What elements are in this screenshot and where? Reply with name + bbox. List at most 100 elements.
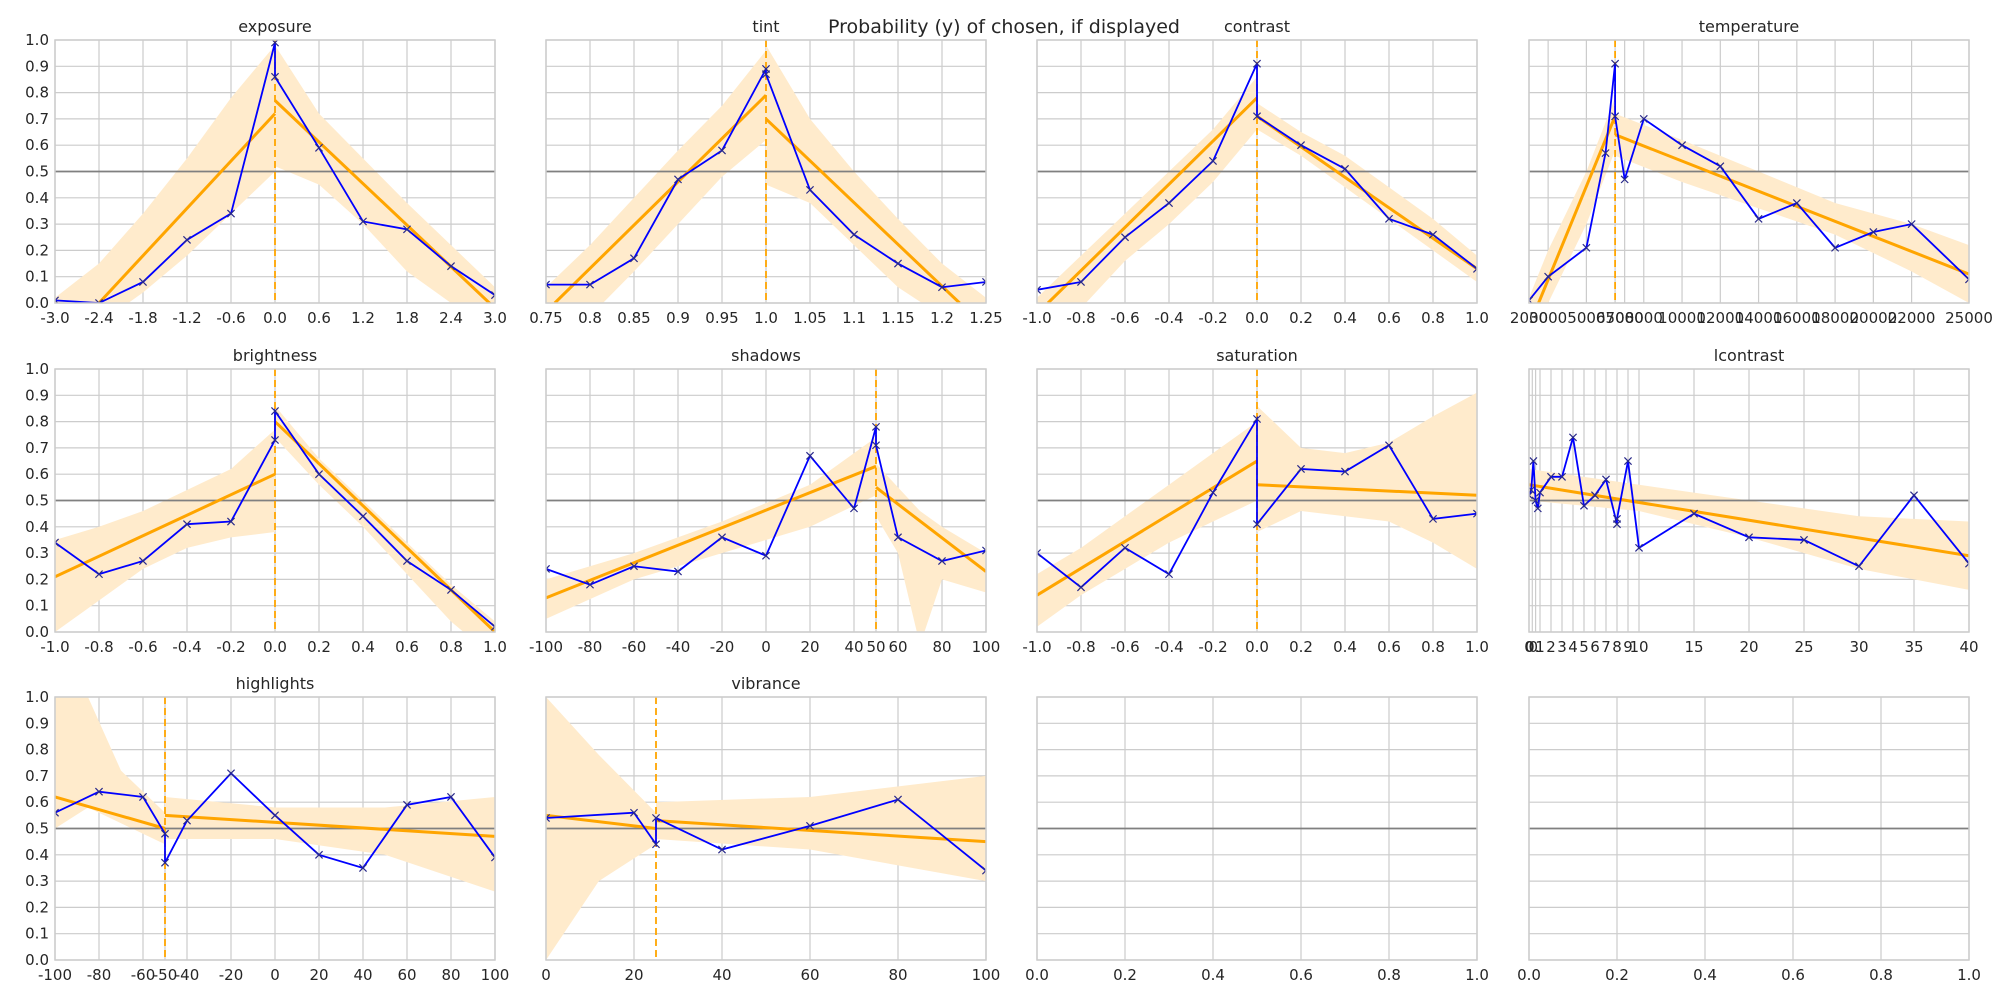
- data-point: [805, 185, 815, 194]
- data-point: [358, 217, 368, 226]
- x-tick-label: 7: [1601, 638, 1611, 656]
- x-tick-label: 0.: [1525, 638, 1539, 656]
- data-point: [1601, 149, 1610, 158]
- x-tick-label: -0.6: [128, 638, 157, 656]
- x-tick-label: 100: [972, 638, 1001, 656]
- subplot-title: vibrance: [731, 674, 800, 693]
- x-tick-label: 12000: [1696, 309, 1744, 327]
- subplot-title: brightness: [233, 346, 317, 365]
- x-tick-label: 0: [1524, 638, 1534, 656]
- data-point: [226, 209, 236, 218]
- data-point: [55, 538, 60, 547]
- x-tick-label: -0.4: [172, 638, 201, 656]
- confidence-band: [546, 50, 766, 303]
- y-tick-label: 0.5: [25, 820, 49, 838]
- x-tick-label: 0.8: [439, 638, 463, 656]
- x-tick-label: 25000: [1945, 309, 1993, 327]
- subplot-title: saturation: [1216, 346, 1298, 365]
- data-point: [1428, 514, 1438, 523]
- x-tick-label: 15: [1684, 638, 1703, 656]
- data-line: [1529, 437, 1969, 568]
- x-tick-label: 9: [1623, 638, 1633, 656]
- x-tick-label: 0.2: [1289, 638, 1313, 656]
- data-point: [1964, 559, 1969, 568]
- data-point: [270, 407, 280, 416]
- data-point: [358, 863, 368, 872]
- x-tick-label: 30: [1849, 638, 1868, 656]
- x-tick-label: 8: [1612, 638, 1622, 656]
- data-point: [1601, 475, 1611, 484]
- data-point: [585, 580, 595, 589]
- data-point: [1120, 543, 1130, 552]
- confidence-band: [1529, 97, 1616, 303]
- data-point: [1164, 199, 1174, 208]
- x-tick-label: 10: [1629, 638, 1648, 656]
- data-point: [446, 585, 456, 594]
- confidence-band: [1257, 392, 1477, 569]
- plot-area: [55, 697, 495, 960]
- data-point: [1384, 441, 1394, 450]
- data-point: [1076, 583, 1086, 592]
- x-tick-label: 35: [1904, 638, 1923, 656]
- data-line: [1037, 63, 1477, 291]
- data-point: [270, 811, 280, 820]
- x-tick-label: 0.4: [1201, 966, 1225, 984]
- plot-area: [1037, 40, 1477, 303]
- x-tick-label: 1.15: [881, 309, 914, 327]
- x-tick-label: 0.2: [1605, 966, 1629, 984]
- data-point: [358, 512, 368, 521]
- data-line: [546, 798, 986, 872]
- plot-area: [55, 369, 495, 632]
- x-tick-label: 3.0: [483, 309, 507, 327]
- y-tick-label: 0.9: [25, 57, 49, 75]
- data-point: [1754, 214, 1763, 223]
- confidence-band: [275, 405, 495, 632]
- data-point: [1634, 543, 1644, 552]
- fit-line: [55, 795, 166, 830]
- data-point: [546, 564, 551, 573]
- data-line: [55, 408, 495, 628]
- x-tick-label: -0.2: [1198, 638, 1227, 656]
- x-tick-label: 0.8: [1869, 966, 1893, 984]
- axes-frame: [1528, 39, 1970, 304]
- axes-frame: [54, 368, 496, 633]
- subplot-title: highlights: [236, 674, 315, 693]
- x-tick-label: -0.4: [1154, 638, 1183, 656]
- subplot-tint: 0.75 0.8 0.85 0.9 0.95 1.0 1.05 1.1 1.15 1.2 1.25 t…: [529, 17, 1002, 327]
- subplot-grid: -3.0 -2.4 -1.8 -1.2 -0.6 0.0 0.6 1.2 1.8 2.4 3.00.…: [25, 17, 1993, 984]
- x-tick-label: -50: [153, 966, 178, 984]
- data-point: [651, 813, 661, 823]
- data-point: [402, 556, 412, 566]
- x-tick-label: -1.8: [128, 309, 157, 327]
- data-point: [937, 556, 947, 566]
- plot-area: [1529, 40, 1969, 303]
- x-tick-label: 1.0: [754, 309, 778, 327]
- data-point: [1744, 533, 1754, 542]
- x-tick-label: -1.0: [1022, 309, 1051, 327]
- fit-line: [655, 819, 986, 844]
- y-tick-label: 0.9: [25, 386, 49, 404]
- fit-line: [1046, 96, 1259, 303]
- data-point: [871, 441, 881, 450]
- subplot-title: lcontrast: [1714, 346, 1784, 365]
- fit-line: [97, 112, 277, 303]
- data-point: [1208, 488, 1218, 497]
- x-tick-label: 0.0: [1517, 966, 1541, 984]
- data-point: [1620, 175, 1629, 184]
- plot-area: [546, 697, 986, 960]
- subplot-vibrance: 0 20 40 60 80 100 vibrance: [541, 674, 1000, 984]
- x-tick-label: 0.4: [351, 638, 375, 656]
- x-tick-label: 8000: [1625, 309, 1663, 327]
- data-point: [1533, 504, 1542, 513]
- y-tick-label: 0.8: [25, 741, 49, 759]
- x-tick-label: 0.: [1528, 638, 1542, 656]
- x-tick-label: 60: [888, 638, 907, 656]
- x-tick-label: 3: [1557, 638, 1567, 656]
- confidence-band: [55, 45, 275, 303]
- x-tick-label: 0.8: [1421, 638, 1445, 656]
- x-tick-label: 7000: [1606, 309, 1644, 327]
- data-point: [1639, 114, 1648, 123]
- confidence-band: [1529, 468, 1969, 590]
- data-point: [1582, 243, 1591, 252]
- axes-frame: [1528, 368, 1970, 633]
